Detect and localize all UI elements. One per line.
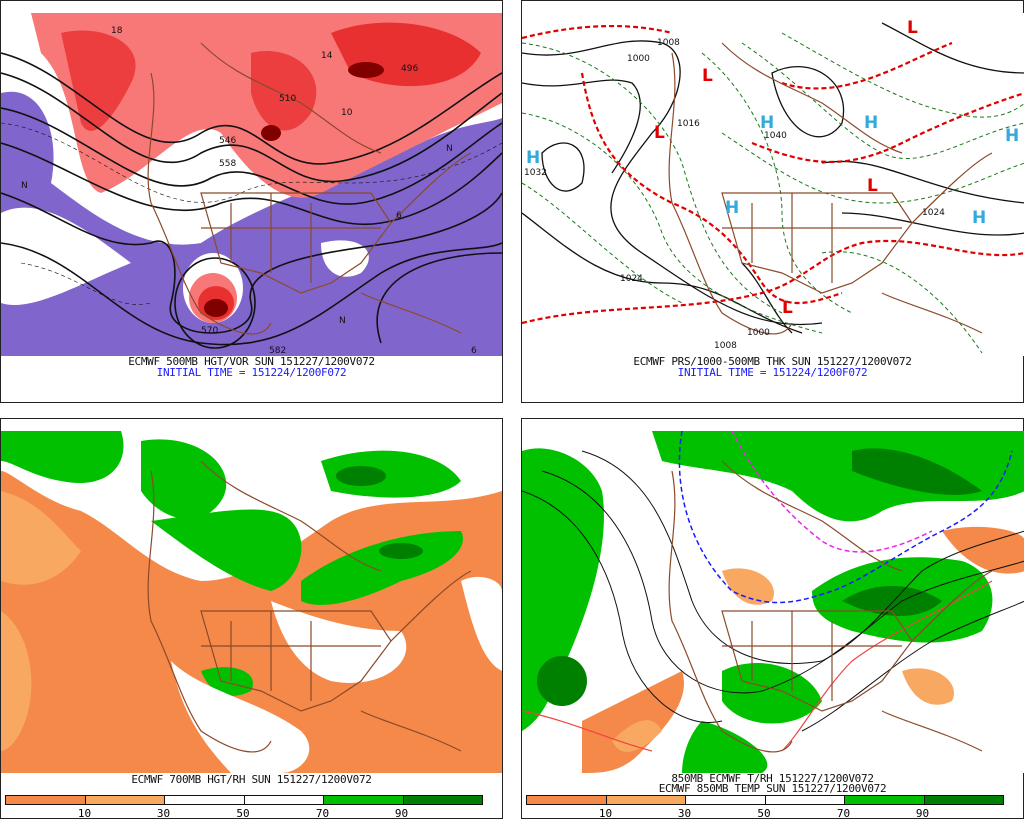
contour-label: N — [446, 144, 453, 154]
panel-500mb-vorticity: 558 546 510 496 570 582 N N N 6 6 10 14 … — [0, 0, 503, 403]
contour-label: 510 — [279, 94, 296, 104]
colorbar-tick: 30 — [156, 807, 171, 820]
map-700mb — [1, 431, 502, 773]
low-pressure-center: L — [654, 123, 665, 143]
contour-label: 1000 — [747, 328, 770, 338]
contour-label: 1016 — [677, 119, 700, 129]
map-caption: ECMWF 500MB HGT/VOR SUN 151227/1200V072 — [128, 355, 375, 368]
contour-label: N — [339, 316, 346, 326]
high-pressure-center: H — [760, 113, 774, 133]
map-caption: ECMWF PRS/1000-500MB THK SUN 151227/1200… — [633, 355, 912, 368]
colorbar-ticks: 10 30 50 70 90 — [5, 807, 481, 820]
contour-label: 14 — [321, 51, 333, 61]
contour-label: N — [21, 181, 28, 191]
high-pressure-center: H — [526, 148, 540, 168]
contour-label: 570 — [201, 326, 218, 336]
rh-colorbar — [526, 795, 1004, 805]
low-pressure-center: L — [907, 18, 918, 38]
contour-label: 10 — [341, 108, 353, 118]
low-pressure-center: L — [867, 176, 878, 196]
contour-label: 546 — [219, 136, 236, 146]
colorbar-tick: 90 — [394, 807, 409, 820]
colorbar-tick: 70 — [315, 807, 330, 820]
contour-label: 558 — [219, 159, 236, 169]
high-pressure-center: H — [1005, 126, 1019, 146]
high-pressure-center: H — [864, 113, 878, 133]
contour-label: 6 — [396, 211, 402, 221]
low-pressure-center: L — [782, 298, 793, 318]
map-caption-2: ECMWF 850MB TEMP SUN 151227/1200V072 — [658, 782, 887, 795]
contour-label: 496 — [401, 64, 418, 74]
colorbar-tick: 70 — [836, 807, 851, 820]
colorbar-tick: 10 — [598, 807, 613, 820]
map-caption: ECMWF 700MB HGT/RH SUN 151227/1200V072 — [131, 773, 372, 786]
contour-label: 18 — [111, 26, 123, 36]
low-pressure-center: L — [702, 66, 713, 86]
contour-label: 1024 — [922, 208, 945, 218]
map-850mb — [522, 431, 1024, 773]
contour-label: 582 — [269, 346, 286, 356]
colorbar-tick: 90 — [915, 807, 930, 820]
contour-label: 6 — [471, 346, 477, 356]
contour-label: 1008 — [657, 38, 680, 48]
contour-label: 1024 — [620, 274, 643, 284]
panel-850mb-temp-rh: 850MB ECMWF T/RH 151227/1200V072 ECMWF 8… — [521, 418, 1024, 820]
negative-vorticity-area — [1, 91, 502, 356]
contour-label: 1000 — [627, 54, 650, 64]
rh-colorbar — [5, 795, 483, 805]
contour-label: 1008 — [714, 341, 737, 351]
map-500mb: 558 546 510 496 570 582 N N N 6 6 10 14 … — [1, 13, 502, 356]
initial-time: INITIAL TIME = 151224/1200F072 — [156, 366, 347, 379]
colorbar-tick: 50 — [236, 807, 250, 820]
high-pressure-center: H — [972, 208, 986, 228]
high-pressure-center: H — [725, 198, 739, 218]
colorbar-tick: 30 — [677, 807, 692, 820]
contour-label: 1032 — [524, 168, 547, 178]
map-caption: 850MB ECMWF T/RH 151227/1200V072 — [671, 772, 874, 785]
map-mslp: H H H H H H L L L L L 1032 1024 1024 101… — [522, 13, 1024, 356]
colorbar-ticks: 10 30 50 70 90 — [526, 807, 1002, 820]
colorbar-tick: 10 — [77, 807, 92, 820]
panel-mslp-thickness: H H H H H H L L L L L 1032 1024 1024 101… — [521, 0, 1024, 403]
colorbar-tick: 50 — [757, 807, 771, 820]
contour-label: 1040 — [764, 131, 787, 141]
initial-time: INITIAL TIME = 151224/1200F072 — [677, 366, 868, 379]
panel-700mb-rh: ECMWF 700MB HGT/RH SUN 151227/1200V072 1… — [0, 418, 503, 820]
